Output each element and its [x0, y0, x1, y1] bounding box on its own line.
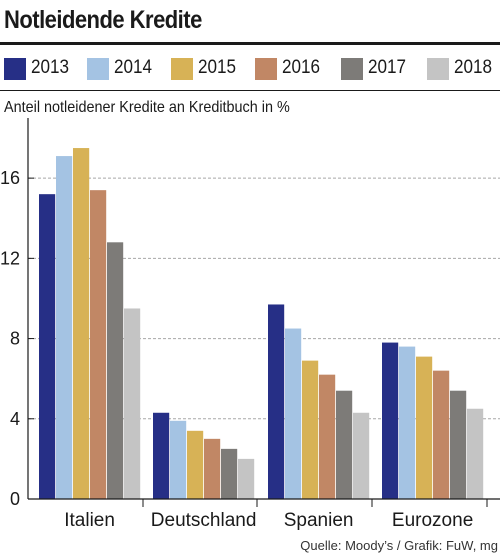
y-tick-label-0: 0 — [10, 489, 20, 509]
bar-deutschland-2013 — [153, 412, 170, 499]
bar-deutschland-2016 — [204, 438, 221, 499]
legend-label-2017: 2017 — [368, 57, 407, 78]
bar-eurozone-2014 — [399, 346, 416, 499]
legend-swatch-2014 — [87, 58, 109, 80]
bar-deutschland-2017 — [221, 448, 238, 499]
legend-label-2013: 2013 — [31, 57, 70, 78]
legend-label-2014: 2014 — [114, 57, 153, 78]
bar-deutschland-2018 — [238, 458, 255, 499]
bar-italien-2015 — [73, 148, 90, 499]
bar-italien-2014 — [56, 156, 73, 499]
y-tick-label-4: 4 — [10, 409, 20, 429]
bar-spanien-2016 — [319, 374, 336, 499]
legend-label-2018: 2018 — [454, 57, 493, 78]
bar-eurozone-2015 — [416, 356, 433, 499]
legend-swatch-2018 — [427, 58, 449, 80]
bar-deutschland-2014 — [170, 420, 187, 499]
legend-label-2015: 2015 — [198, 57, 237, 78]
bar-spanien-2014 — [285, 328, 302, 499]
bar-eurozone-2017 — [450, 390, 467, 499]
y-axis-label: Anteil notleidener Kredite an Kreditbuch… — [4, 99, 290, 116]
source-note: Quelle: Moody’s / Grafik: FuW, mg — [300, 538, 498, 553]
x-tick-label-eurozone: Eurozone — [392, 510, 473, 531]
legend: 2013 2014 2015 2016 2017 2018 — [0, 55, 500, 83]
bar-spanien-2018 — [353, 412, 370, 499]
bar-italien-2013 — [39, 194, 56, 499]
bar-italien-2016 — [90, 190, 107, 500]
bar-eurozone-2018 — [467, 408, 484, 499]
x-tick-label-italien: Italien — [64, 510, 115, 531]
legend-swatch-2013 — [4, 58, 26, 80]
bar-eurozone-2016 — [433, 370, 450, 499]
bar-spanien-2013 — [268, 304, 285, 499]
y-tick-label-16: 16 — [0, 168, 20, 188]
bar-italien-2017 — [107, 242, 124, 499]
legend-swatch-2017 — [341, 58, 363, 80]
legend-rule — [0, 90, 500, 91]
bar-italien-2018 — [124, 308, 141, 499]
title-rule — [0, 42, 500, 45]
chart-title: Notleidende Kredite — [4, 6, 202, 34]
legend-swatch-2015 — [171, 58, 193, 80]
bar-deutschland-2015 — [187, 430, 204, 499]
y-tick-label-8: 8 — [10, 329, 20, 349]
x-tick-label-deutschland: Deutschland — [151, 510, 257, 531]
x-tick-label-spanien: Spanien — [284, 510, 354, 531]
bar-spanien-2015 — [302, 360, 319, 499]
y-tick-label-12: 12 — [0, 248, 20, 268]
legend-swatch-2016 — [255, 58, 277, 80]
bar-spanien-2017 — [336, 390, 353, 499]
bar-eurozone-2013 — [382, 342, 399, 499]
legend-label-2016: 2016 — [282, 57, 321, 78]
